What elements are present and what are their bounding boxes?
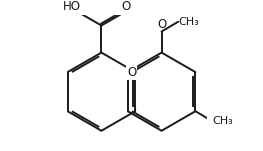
Text: CH₃: CH₃ [213,116,233,126]
Text: CH₃: CH₃ [179,17,199,27]
Text: O: O [122,0,131,13]
Text: O: O [127,66,136,79]
Text: HO: HO [63,0,81,13]
Text: O: O [157,18,166,31]
